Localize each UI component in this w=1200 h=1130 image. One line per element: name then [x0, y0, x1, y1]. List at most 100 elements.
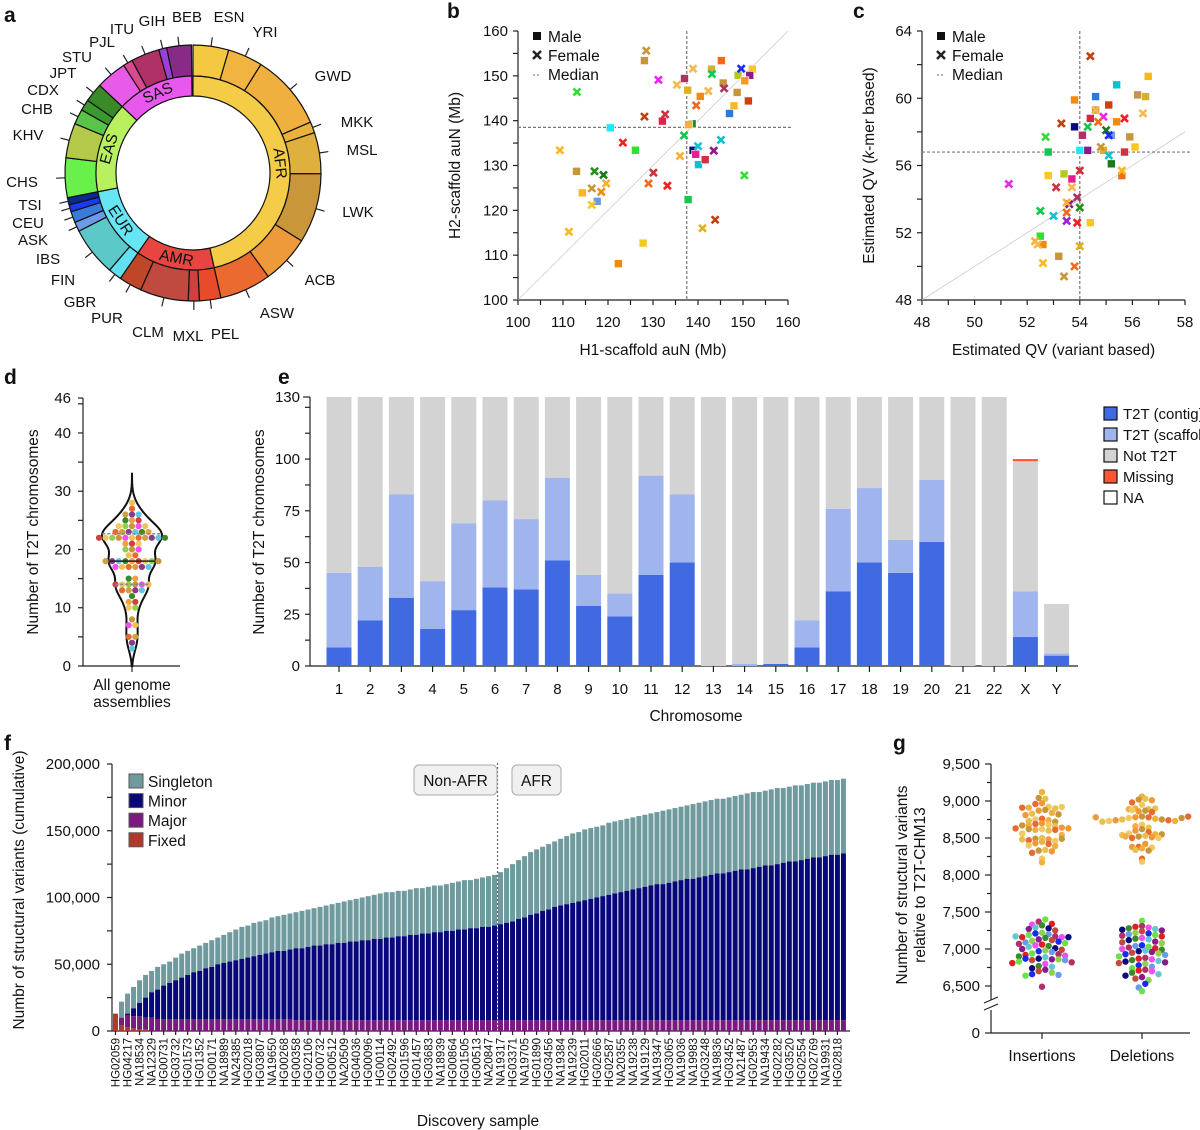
- sv-count-point: [1145, 936, 1152, 943]
- leader-line: [76, 99, 85, 106]
- bar-segment-t2t-scaffold-: [888, 539, 914, 573]
- bar-major: [437, 1020, 443, 1031]
- population-label: CHB: [21, 101, 53, 118]
- bar-segment-t2t-contig-: [638, 574, 664, 666]
- bar-segment-not-t2t: [388, 397, 414, 495]
- male-point: [1091, 92, 1100, 101]
- x-tick-label: 19: [892, 681, 909, 698]
- bar-major: [606, 1020, 612, 1031]
- legend-label: NA: [1123, 490, 1144, 507]
- bar-singleton: [425, 886, 431, 934]
- bar-major: [816, 1020, 822, 1031]
- sv-count-point: [1045, 942, 1052, 950]
- bar-singleton: [341, 901, 347, 943]
- assembly-point: [95, 534, 103, 541]
- x-tick-label: 14: [736, 681, 753, 698]
- assembly-point: [155, 558, 162, 565]
- y-tick-label: 48: [895, 292, 912, 309]
- bar-major: [516, 1020, 522, 1031]
- cross-stroke: [572, 87, 582, 97]
- legend-swatch: [1103, 490, 1118, 505]
- female-point: [1059, 272, 1069, 281]
- sample-label: HG01890: [532, 1038, 544, 1087]
- assembly-point: [109, 534, 116, 541]
- sv-count-point: [1132, 975, 1139, 982]
- bar-singleton: [558, 838, 564, 906]
- female-point: [710, 215, 720, 225]
- bar-major: [173, 1018, 179, 1031]
- bar-major: [245, 1018, 251, 1031]
- bar-segment-not-t2t: [607, 397, 633, 594]
- sv-count-point: [1022, 939, 1029, 946]
- bar-minor: [582, 900, 588, 1021]
- y-tick-label: 8,500: [942, 830, 980, 847]
- bar-singleton: [371, 894, 377, 939]
- bar-major: [353, 1020, 359, 1031]
- sv-count-point: [1148, 963, 1156, 970]
- bar-segment-not-t2t: [981, 397, 1007, 666]
- cross-stroke: [1062, 216, 1072, 226]
- bar-singleton: [684, 805, 690, 879]
- bar-singleton: [636, 816, 642, 889]
- population-label: GWD: [315, 68, 352, 85]
- female-point: [649, 168, 658, 178]
- bar-singleton: [197, 945, 203, 971]
- bar-major: [449, 1020, 455, 1031]
- bar-segment-t2t-contig-: [451, 610, 477, 666]
- bar-singleton: [221, 934, 227, 963]
- bar-major: [341, 1020, 347, 1031]
- bar-singleton: [215, 937, 221, 965]
- bar-major: [696, 1020, 702, 1031]
- sv-count-point: [1015, 958, 1023, 965]
- bar-minor: [612, 893, 618, 1021]
- female-point: [1033, 240, 1043, 249]
- bar-segment-t2t-scaffold-: [326, 572, 352, 648]
- bar-segment-not-t2t: [638, 397, 664, 476]
- sv-count-point: [1019, 830, 1026, 837]
- sample-label: HG00358: [291, 1038, 303, 1087]
- bar-major: [750, 1020, 756, 1031]
- female-point: [719, 83, 729, 93]
- bar-minor: [359, 940, 365, 1021]
- bar-minor: [149, 992, 155, 1018]
- y-tick-label: 130: [275, 389, 300, 406]
- bar-singleton: [137, 980, 143, 1003]
- bar-minor: [419, 933, 425, 1021]
- assembly-point: [125, 563, 132, 571]
- sv-count-point: [1145, 930, 1152, 937]
- bar-segment-not-t2t: [794, 397, 820, 621]
- male-point: [592, 197, 602, 206]
- female-point: [1104, 150, 1114, 160]
- bar-minor: [215, 964, 221, 1019]
- sv-count-point: [1119, 939, 1126, 946]
- female-point: [1117, 166, 1127, 175]
- sv-count-point: [1042, 966, 1049, 973]
- bar-major: [197, 1018, 203, 1031]
- bar-minor: [365, 940, 371, 1021]
- assembly-point: [122, 546, 129, 553]
- bar-segment-t2t-contig-: [763, 663, 789, 666]
- bar-minor: [510, 921, 516, 1021]
- cross-stroke: [564, 227, 574, 237]
- bar-segment-not-t2t: [544, 397, 570, 478]
- sv-count-point: [1052, 805, 1059, 812]
- female-point: [1067, 182, 1077, 192]
- bar-segment-t2t-contig-: [669, 562, 695, 666]
- sample-label: HG03452: [724, 1038, 736, 1087]
- bar-minor: [840, 853, 846, 1021]
- sv-count-point: [1035, 936, 1042, 943]
- x-tick-label: 120: [595, 314, 620, 331]
- x-tick-label: 100: [505, 314, 530, 331]
- assembly-point: [125, 552, 132, 559]
- bar-major: [371, 1020, 377, 1031]
- bar-segment-t2t-contig-: [919, 541, 945, 666]
- cross-stroke: [693, 141, 703, 151]
- assembly-point: [128, 511, 136, 518]
- bar-singleton: [756, 792, 762, 867]
- cross-stroke: [736, 64, 746, 74]
- sv-count-point: [1042, 846, 1049, 854]
- male-point: [1078, 130, 1087, 140]
- population-label: PJL: [89, 34, 115, 51]
- bar-singleton: [666, 809, 672, 883]
- non-afr-box: [413, 764, 498, 796]
